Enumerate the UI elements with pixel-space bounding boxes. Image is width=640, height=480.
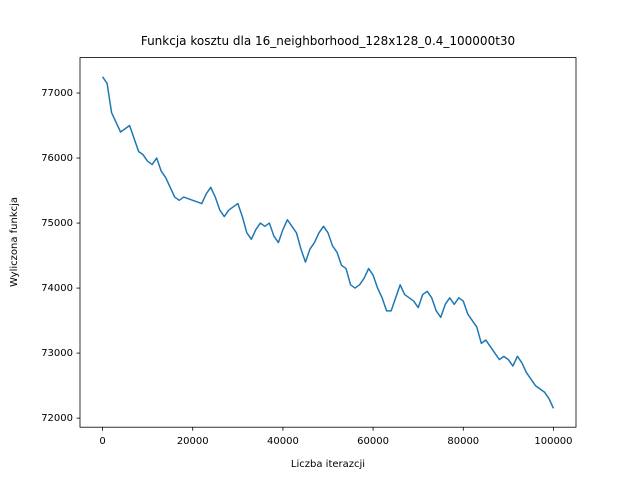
y-tick-label: 76000	[41, 153, 73, 164]
x-tick-label: 60000	[357, 436, 389, 447]
y-tick-label: 77000	[41, 88, 73, 99]
y-tick-label: 72000	[41, 413, 73, 424]
x-tick-label: 0	[99, 436, 105, 447]
chart-title: Funkcja kosztu dla 16_neighborhood_128x1…	[141, 34, 515, 48]
y-tick-label: 75000	[41, 218, 73, 229]
plot-frame	[79, 57, 577, 428]
y-tick-label: 74000	[41, 283, 73, 294]
y-axis-label: Wyliczona funkcja	[9, 197, 20, 287]
x-axis-label: Liczba iterazcji	[291, 459, 365, 470]
data-line	[101, 76, 555, 409]
x-tick-label: 40000	[267, 436, 299, 447]
y-tick-label: 73000	[41, 348, 73, 359]
x-tick-label: 20000	[177, 436, 209, 447]
x-tick-label: 80000	[447, 436, 479, 447]
x-tick-label: 100000	[534, 436, 572, 447]
